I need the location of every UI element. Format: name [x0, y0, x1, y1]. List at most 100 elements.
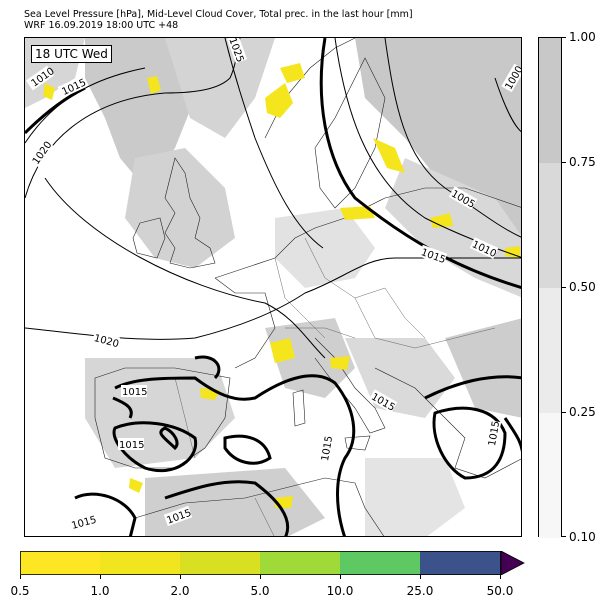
- isobar: [25, 38, 241, 199]
- precip-area: [129, 478, 143, 493]
- isobar: [114, 374, 356, 536]
- precip-area: [265, 83, 293, 118]
- isobar: [432, 406, 507, 480]
- sardinia-coast: [292, 389, 306, 427]
- colorbar-segment: [539, 163, 561, 288]
- africa-coast: [134, 477, 385, 536]
- precip-area: [330, 356, 350, 370]
- colorbar-tick-label: 1.00: [569, 30, 596, 44]
- isobar-label: 1015: [487, 420, 502, 447]
- colorbar-tick: [260, 575, 261, 579]
- cloud-area: [85, 38, 195, 188]
- country-border: [174, 377, 196, 459]
- precipitation-layer: [43, 63, 520, 508]
- isobar: [319, 38, 521, 289]
- colorbar-segment: [539, 413, 561, 538]
- cloud-area: [165, 38, 275, 138]
- cloud-area: [385, 158, 521, 298]
- country-border: [384, 287, 426, 339]
- france-coast: [214, 277, 276, 369]
- cloud-area: [145, 468, 325, 536]
- precip-area: [430, 213, 453, 228]
- isobar: [159, 426, 179, 451]
- isobar-label: 1015: [70, 515, 97, 532]
- isobar-label: 1015: [122, 387, 147, 398]
- precip-area: [373, 138, 405, 173]
- balkans-coast: [374, 367, 521, 479]
- map-canvas: 1010 1015 1020 1025 1000 1005 1010 1015 …: [25, 38, 521, 536]
- colorbar-tick: [420, 575, 421, 579]
- weather-map[interactable]: 1010 1015 1020 1025 1000 1005 1010 1015 …: [24, 37, 522, 537]
- colorbar-tick-label: 5.0: [250, 584, 270, 598]
- colorbar-segment: [340, 551, 421, 575]
- isobar: [112, 396, 133, 419]
- isobar-label: 1015: [119, 440, 144, 451]
- colorbar-tick: [562, 37, 566, 38]
- great-britain-coast: [164, 157, 216, 269]
- borders-layer: [174, 237, 496, 536]
- colorbar-tick: [340, 575, 341, 579]
- isobar: [164, 480, 290, 536]
- precip-area: [280, 63, 305, 83]
- colorbar-segment: [420, 551, 501, 575]
- isobar: [384, 38, 521, 238]
- precip-area: [340, 206, 375, 220]
- colorbar-segment: [539, 38, 561, 163]
- colorbar-tick: [100, 575, 101, 579]
- isobar: [25, 86, 86, 135]
- colorbar-tick: [562, 536, 566, 537]
- valid-time-label: 18 UTC Wed: [31, 45, 112, 63]
- cloud-area: [365, 458, 465, 536]
- colorbar-tick-label: 50.0: [486, 584, 514, 598]
- isobar-label: 1020: [93, 333, 120, 350]
- cloud-area: [85, 358, 235, 468]
- cloud-cover-colorbar: [538, 37, 562, 538]
- colorbar-extend-arrow: [500, 551, 525, 575]
- colorbar-segment: [20, 551, 101, 575]
- ireland-coast: [132, 217, 166, 259]
- precip-area: [270, 338, 295, 363]
- isobar: [112, 421, 198, 473]
- colorbar-segment: [539, 288, 561, 413]
- map-title: Sea Level Pressure [hPa], Mid-Level Clou…: [24, 9, 413, 20]
- scandinavia-coast: [314, 57, 386, 209]
- isobar: [223, 434, 272, 465]
- colorbar-tick: [20, 575, 21, 579]
- cloud-area: [345, 338, 455, 418]
- country-border: [304, 237, 386, 299]
- iberia-coast: [94, 367, 231, 469]
- country-border: [354, 297, 496, 349]
- country-border: [254, 497, 275, 536]
- colorbar-tick-label: 0.5: [10, 584, 30, 598]
- colorbar-tick-label: 0.75: [569, 155, 596, 169]
- map-subtitle: WRF 16.09.2019 18:00 UTC +48: [24, 20, 179, 31]
- isobar: [494, 77, 521, 132]
- colorbar-segment: [260, 551, 341, 575]
- isobar: [44, 177, 326, 359]
- colorbar-tick: [562, 162, 566, 163]
- colorbar-outline: [20, 551, 501, 575]
- precip-area: [147, 76, 161, 94]
- precip-colorbar: [20, 551, 525, 575]
- isobar: [503, 417, 521, 453]
- precip-area: [505, 246, 520, 258]
- colorbar-tick-label: 10.0: [326, 584, 354, 598]
- isobar: [424, 375, 521, 400]
- colorbar-tick-label: 2.0: [170, 584, 190, 598]
- colorbar-segment: [100, 551, 181, 575]
- isobar-label: 1015: [320, 435, 335, 462]
- colorbar-tick: [562, 287, 566, 288]
- cloud-area: [125, 148, 235, 268]
- colorbar-tick: [500, 575, 501, 579]
- isobar: [224, 38, 324, 249]
- cloud-area: [275, 208, 375, 288]
- colorbar-tick-label: 0.10: [569, 530, 596, 544]
- colorbar-tick-label: 0.50: [569, 280, 596, 294]
- colorbar-tick: [180, 575, 181, 579]
- cloud-area: [265, 318, 355, 398]
- sicily-coast: [344, 435, 371, 451]
- isobar: [194, 355, 221, 380]
- precip-area: [43, 83, 55, 100]
- cloud-area: [445, 318, 521, 418]
- colorbar-tick-label: 1.0: [90, 584, 110, 598]
